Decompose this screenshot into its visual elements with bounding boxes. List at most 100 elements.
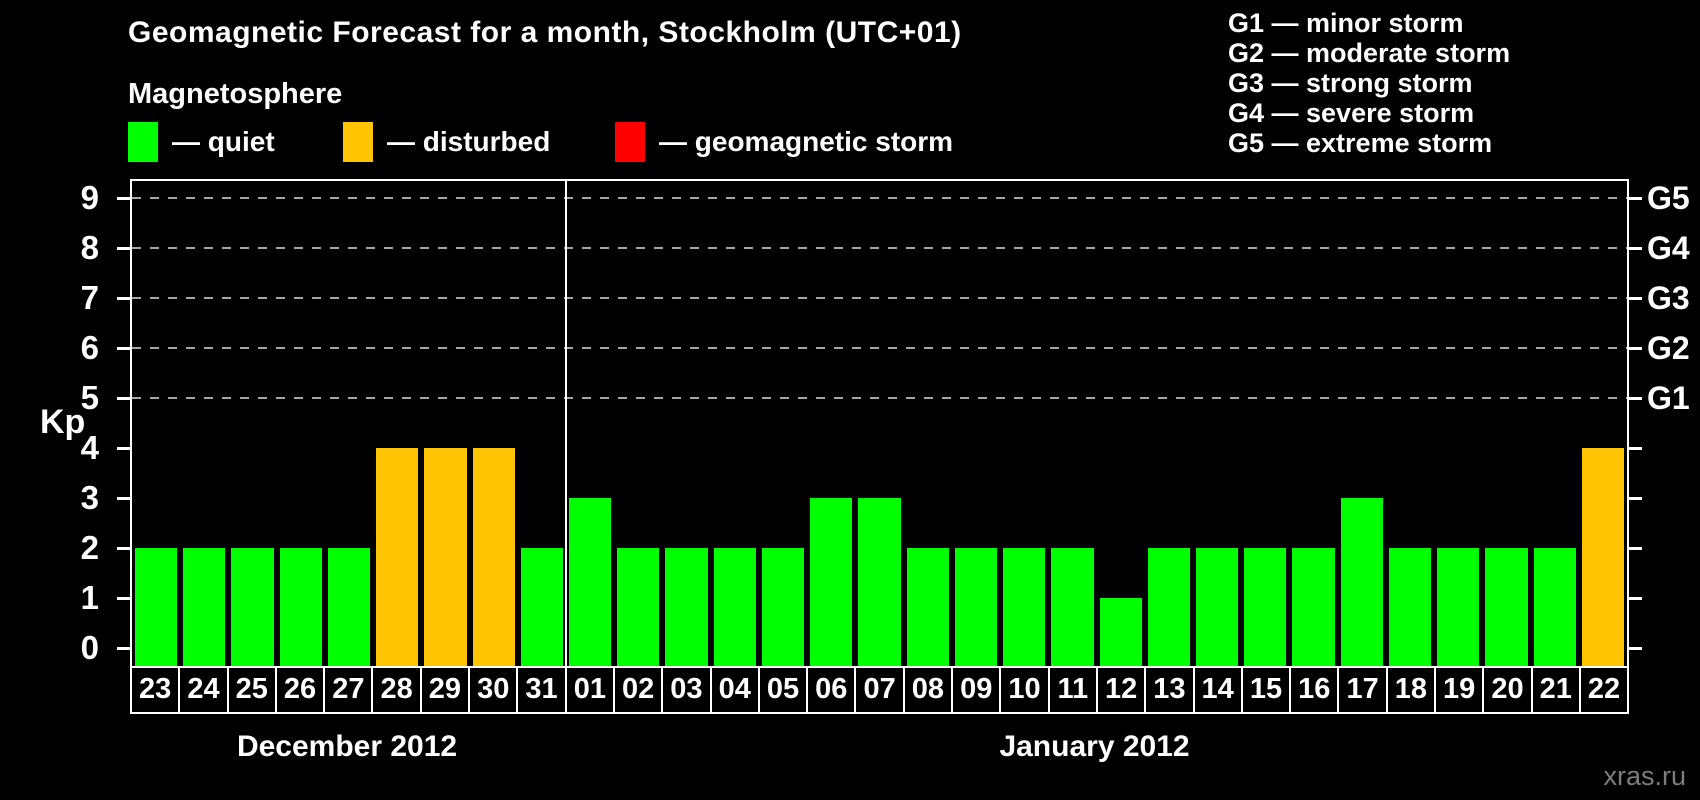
day-label-30: 30: [470, 668, 519, 714]
left-tick-kp8: [117, 247, 130, 250]
kp-bar-day-18: [1388, 548, 1432, 666]
day-label-14: 14: [1194, 668, 1243, 714]
kp-bar-day-25: [231, 548, 274, 666]
day-label-09: 09: [953, 668, 1002, 714]
left-tick-kp0: [117, 647, 130, 650]
day-label-26: 26: [276, 668, 326, 714]
right-tick-kp5: [1629, 397, 1642, 400]
day-label-12: 12: [1097, 668, 1147, 714]
y-tick-label: 5: [80, 379, 99, 416]
month-label-1: January 2012: [999, 730, 1190, 763]
y-tick-label: 8: [80, 229, 99, 266]
day-label-25: 25: [228, 668, 277, 714]
kp-bar-day-01: [569, 498, 612, 666]
right-tick-kp3: [1629, 497, 1642, 500]
right-tick-kp1: [1629, 597, 1642, 600]
g-scale-line: G3 — strong storm: [1228, 68, 1473, 98]
day-label-23: 23: [130, 668, 181, 714]
kp-bar-day-28: [376, 448, 419, 666]
kp-bar-day-10: [1003, 548, 1046, 666]
kp-bar-day-09: [954, 548, 998, 666]
watermark: xras.ru: [1603, 761, 1686, 791]
gridline-kp7: [132, 297, 1627, 299]
day-label-11: 11: [1049, 668, 1098, 714]
right-tick-kp8: [1629, 247, 1642, 250]
kp-bar-day-17: [1340, 498, 1383, 666]
legend-item-disturbed: — disturbed: [343, 122, 550, 162]
right-tick-kp9: [1629, 197, 1642, 200]
y-tick-label: 7: [80, 279, 99, 316]
y-tick-label: 1: [80, 579, 99, 616]
kp-bar-day-16: [1292, 548, 1335, 666]
kp-bar-day-29: [424, 448, 467, 666]
y-tick-label: 6: [80, 329, 99, 366]
right-tick-kp4: [1629, 447, 1642, 450]
left-tick-kp2: [117, 547, 130, 550]
legend-item-label: — quiet: [172, 126, 275, 157]
y-tick-label: 2: [80, 529, 99, 566]
right-tick-kp7: [1629, 297, 1642, 300]
magnetosphere-legend: — quiet — disturbed — geomagnetic storm: [128, 122, 1078, 166]
kp-bar-day-04: [713, 548, 756, 666]
storm-color-swatch: [615, 122, 645, 162]
x-axis-month-labels: December 2012 January 2012: [130, 730, 1629, 770]
legend-item-quiet: — quiet: [128, 122, 275, 162]
g-label-g2: G2: [1647, 330, 1690, 366]
right-tick-kp6: [1629, 347, 1642, 350]
y-tick-label: 3: [80, 479, 99, 516]
plot-area: 0 1 2 3 4 5 6 7 8 9 G1 G2 G3 G4 G5: [81, 179, 1690, 668]
day-label-04: 04: [711, 668, 760, 714]
kp-bar-day-03: [665, 548, 708, 666]
disturbed-color-swatch: [343, 122, 373, 162]
kp-bar-day-24: [183, 548, 226, 666]
gridline-kp9: [132, 197, 1627, 199]
day-label-05: 05: [759, 668, 809, 714]
day-label-16: 16: [1291, 668, 1340, 714]
day-label-24: 24: [180, 668, 229, 714]
kp-bar-day-30: [472, 448, 515, 666]
day-label-31: 31: [518, 668, 567, 714]
gridline-kp6: [132, 347, 1627, 349]
x-axis-day-labels: 23 24 25 26 27 28 29 30 31 01 02 03 04 05 06 07 08 09 10 11…: [130, 668, 1630, 714]
g-scale-line: G1 — minor storm: [1228, 8, 1464, 38]
left-tick-kp6: [117, 347, 130, 350]
kp-bar-day-11: [1051, 548, 1094, 666]
g-scale-line: G2 — moderate storm: [1228, 38, 1511, 68]
g-label-g3: G3: [1647, 280, 1690, 316]
gridline-kp8: [132, 247, 1627, 249]
kp-bar-day-15: [1244, 548, 1287, 666]
y-tick-label: 4: [80, 429, 99, 466]
left-tick-kp1: [117, 597, 130, 600]
page-title: Geomagnetic Forecast for a month, Stockh…: [128, 16, 962, 49]
kp-bar-day-12: [1099, 598, 1142, 666]
day-label-07: 07: [856, 668, 905, 714]
month-divider-line: [565, 181, 568, 666]
day-label-15: 15: [1242, 668, 1292, 714]
left-tick-kp9: [117, 197, 130, 200]
g-label-g4: G4: [1647, 230, 1690, 266]
g-scale-line: G5 — extreme storm: [1228, 128, 1493, 158]
kp-bar-day-19: [1437, 548, 1480, 666]
kp-bar-day-23: [135, 548, 178, 666]
day-label-20: 20: [1484, 668, 1533, 714]
quiet-color-swatch: [128, 122, 158, 162]
kp-bar-day-22: [1581, 448, 1624, 666]
kp-bar-day-14: [1195, 548, 1239, 666]
day-label-18: 18: [1387, 668, 1437, 714]
kp-bar-day-05: [761, 548, 805, 666]
y-tick-label: 0: [80, 629, 99, 666]
left-tick-kp3: [117, 497, 130, 500]
kp-bar-day-02: [617, 548, 660, 666]
day-label-19: 19: [1436, 668, 1485, 714]
g-label-g1: G1: [1647, 380, 1690, 416]
day-label-28: 28: [373, 668, 422, 714]
magnetosphere-label: Magnetosphere: [128, 78, 343, 110]
kp-bar-day-31: [520, 548, 564, 666]
day-label-01: 01: [566, 668, 615, 714]
legend-item-label: — disturbed: [387, 126, 551, 157]
day-label-08: 08: [904, 668, 954, 714]
month-label-0: December 2012: [236, 730, 458, 763]
kp-bar-day-06: [810, 498, 853, 666]
g-label-g5: G5: [1647, 180, 1690, 216]
legend-item-storm: — geomagnetic storm: [615, 122, 953, 162]
